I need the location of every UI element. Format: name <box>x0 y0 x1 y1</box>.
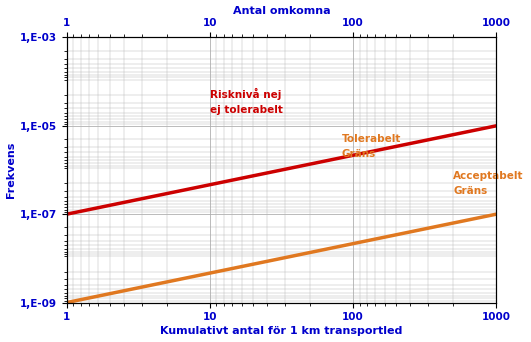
Text: Gräns: Gräns <box>453 186 487 196</box>
Text: Gräns: Gräns <box>342 149 376 159</box>
X-axis label: Antal omkomna: Antal omkomna <box>233 5 330 15</box>
Text: Acceptabelt: Acceptabelt <box>453 171 524 181</box>
Y-axis label: Frekvens: Frekvens <box>5 142 15 198</box>
Text: Tolerabelt: Tolerabelt <box>342 134 401 144</box>
X-axis label: Kumulativt antal för 1 km transportled: Kumulativt antal för 1 km transportled <box>160 327 402 337</box>
Text: Risknivå nej: Risknivå nej <box>210 88 281 100</box>
Text: ej tolerabelt: ej tolerabelt <box>210 105 282 115</box>
